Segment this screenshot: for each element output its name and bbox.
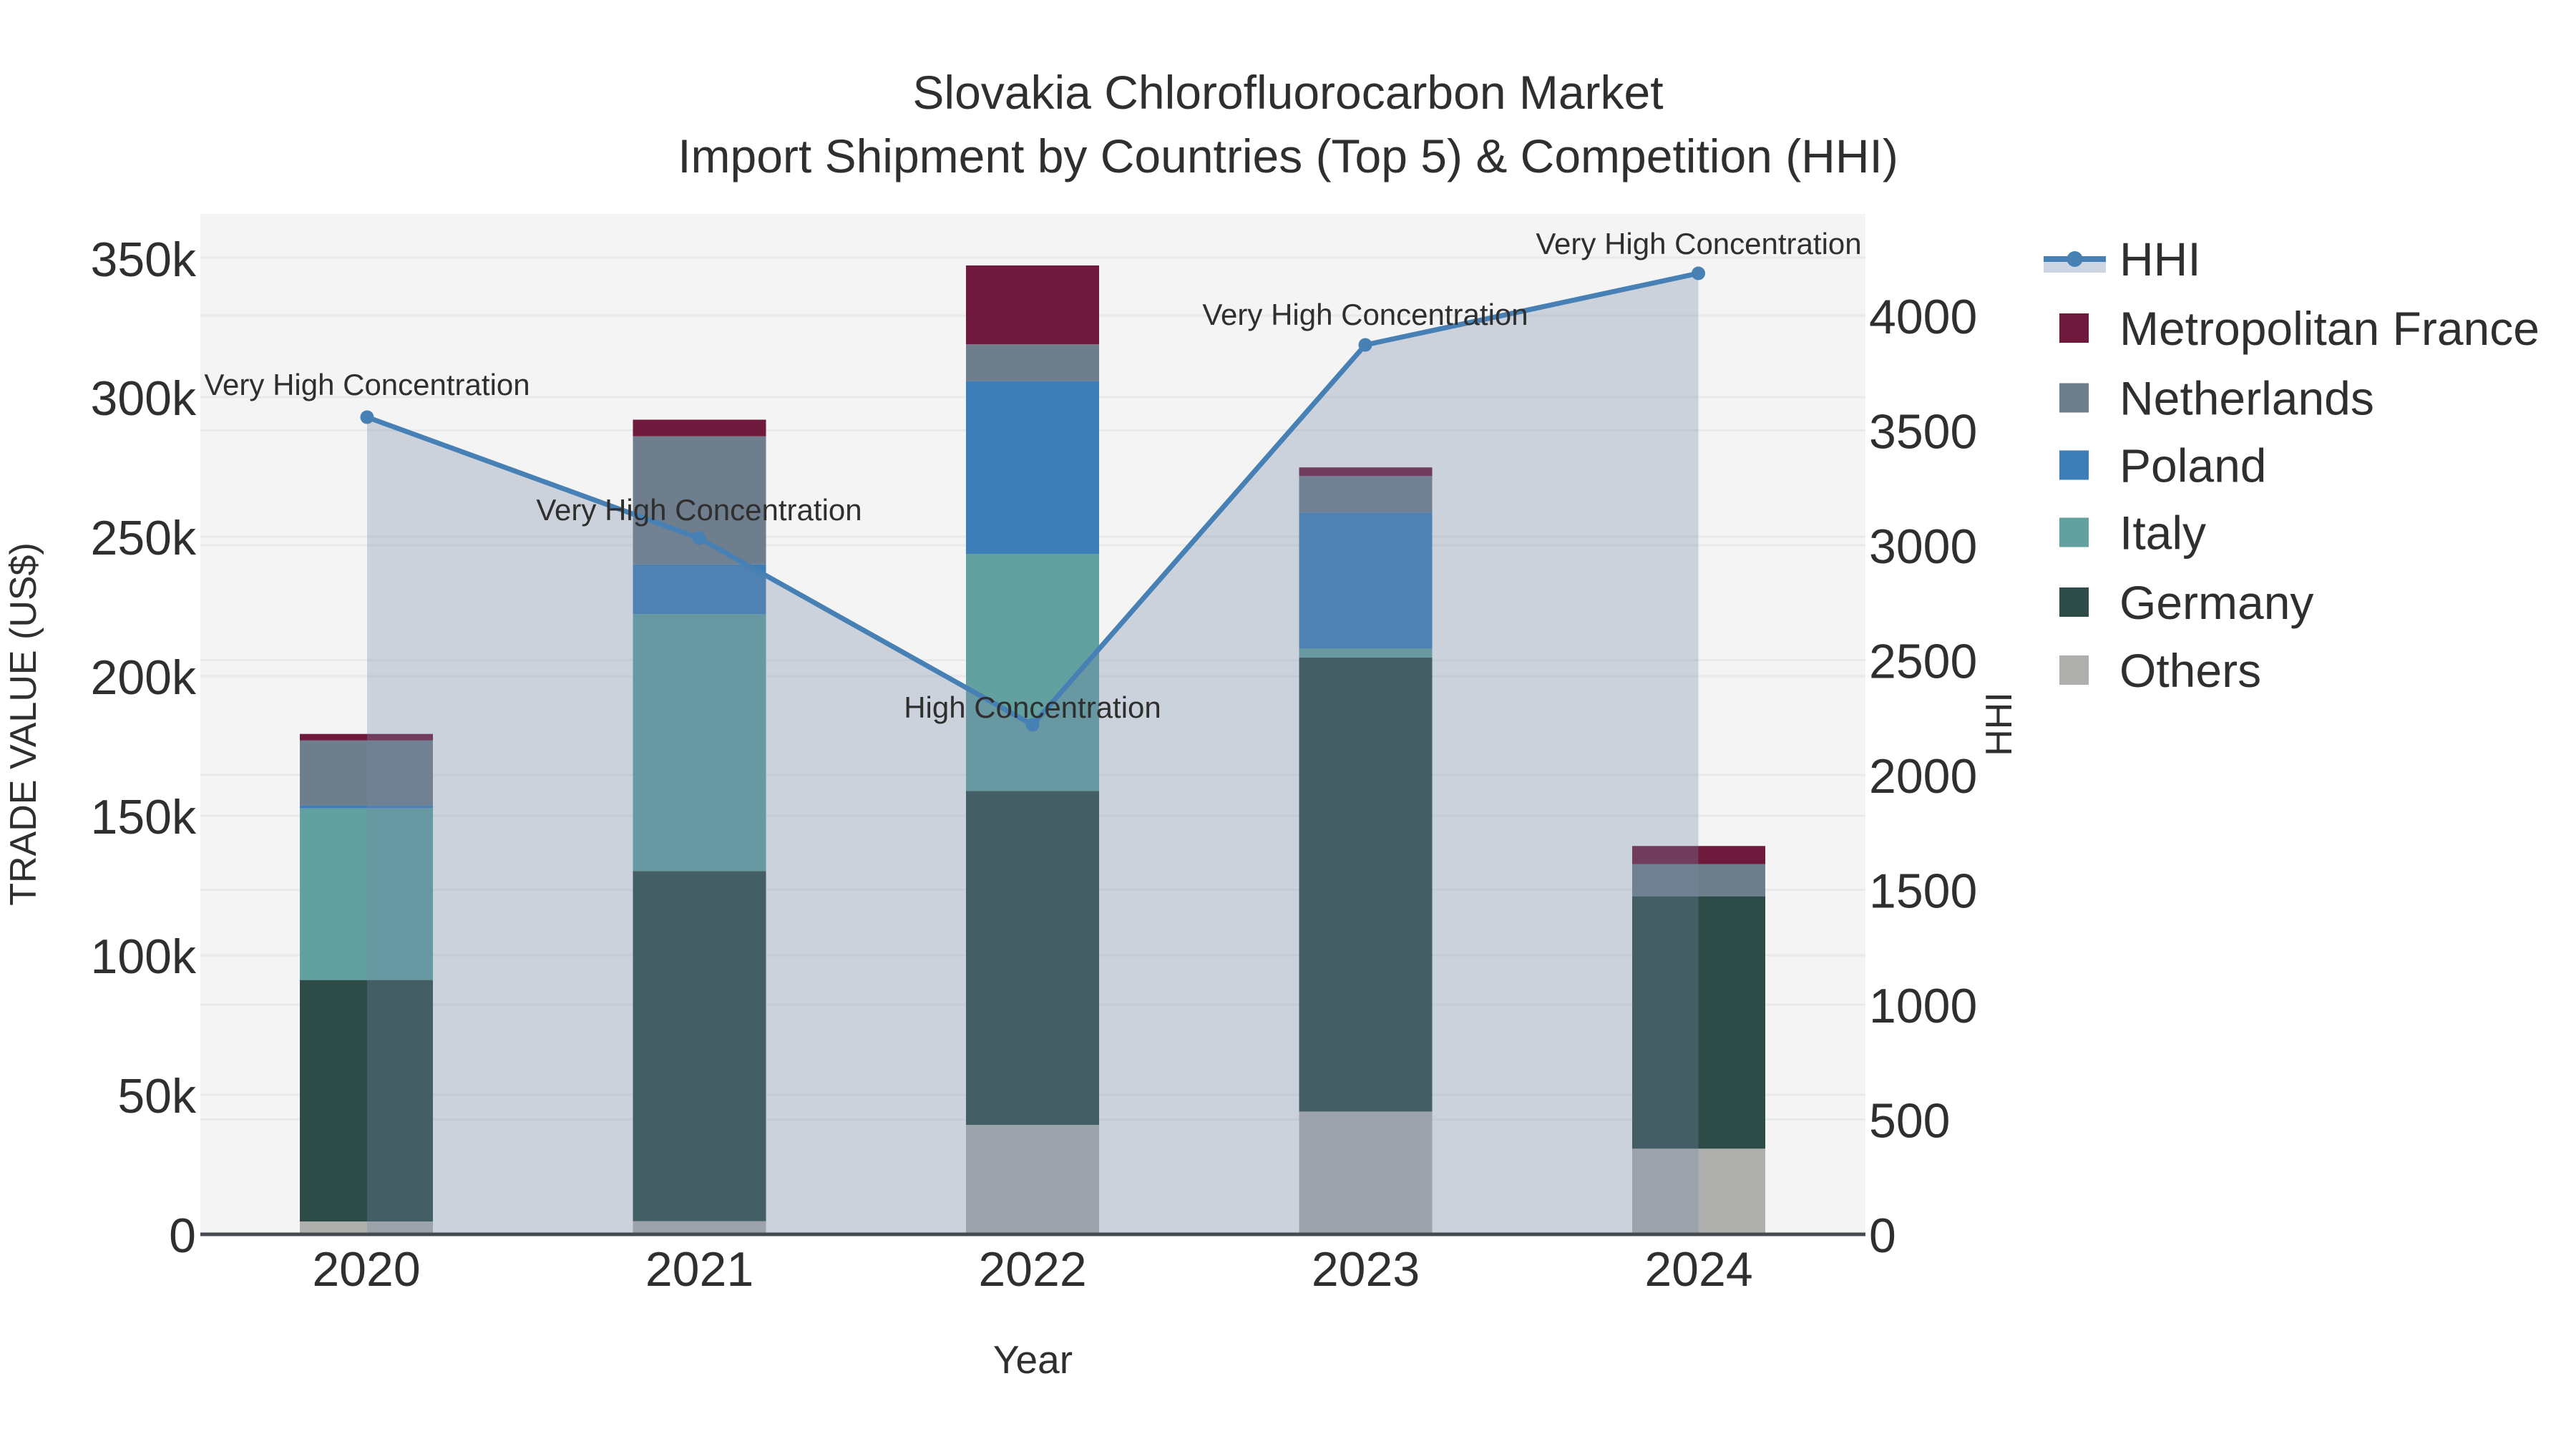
svg-text:HHI: HHI <box>1979 692 2020 756</box>
svg-text:Very High Concentration: Very High Concentration <box>204 368 530 401</box>
svg-text:Netherlands: Netherlands <box>2119 372 2374 425</box>
svg-text:Slovakia Chlorofluorocarbon Ma: Slovakia Chlorofluorocarbon Market <box>912 66 1663 119</box>
svg-text:200k: 200k <box>91 650 197 705</box>
svg-text:Germany: Germany <box>2119 576 2313 629</box>
svg-text:HHI: HHI <box>2119 233 2201 286</box>
svg-text:250k: 250k <box>91 511 197 565</box>
svg-text:2021: 2021 <box>645 1242 753 1297</box>
svg-text:2500: 2500 <box>1869 635 1977 689</box>
svg-text:350k: 350k <box>91 233 197 287</box>
svg-text:2023: 2023 <box>1312 1242 1420 1297</box>
svg-text:High Concentration: High Concentration <box>904 691 1161 724</box>
svg-text:0: 0 <box>169 1209 196 1263</box>
svg-text:2000: 2000 <box>1869 749 1977 804</box>
svg-text:150k: 150k <box>91 790 197 844</box>
svg-text:2024: 2024 <box>1644 1242 1752 1297</box>
svg-text:2022: 2022 <box>978 1242 1086 1297</box>
svg-text:Metropolitan France: Metropolitan France <box>2119 302 2540 355</box>
svg-text:TRADE VALUE (US$): TRADE VALUE (US$) <box>3 542 44 906</box>
svg-text:Very High Concentration: Very High Concentration <box>1536 227 1861 260</box>
svg-text:Year: Year <box>993 1337 1073 1382</box>
svg-text:1000: 1000 <box>1869 979 1977 1033</box>
svg-text:Very High Concentration: Very High Concentration <box>536 493 862 527</box>
svg-text:2020: 2020 <box>312 1242 420 1297</box>
svg-text:Others: Others <box>2119 644 2261 697</box>
svg-text:3500: 3500 <box>1869 405 1977 459</box>
svg-text:Poland: Poland <box>2119 439 2267 492</box>
svg-text:100k: 100k <box>91 930 197 984</box>
svg-text:Very High Concentration: Very High Concentration <box>1202 298 1528 331</box>
svg-text:3000: 3000 <box>1869 519 1977 574</box>
svg-text:Italy: Italy <box>2119 507 2206 560</box>
svg-text:50k: 50k <box>117 1069 197 1123</box>
svg-text:4000: 4000 <box>1869 290 1977 344</box>
svg-text:300k: 300k <box>91 371 197 426</box>
svg-text:1500: 1500 <box>1869 864 1977 919</box>
svg-text:Import Shipment by Countries (: Import Shipment by Countries (Top 5) & C… <box>678 130 1898 182</box>
svg-text:500: 500 <box>1869 1094 1950 1148</box>
svg-text:0: 0 <box>1869 1209 1896 1263</box>
